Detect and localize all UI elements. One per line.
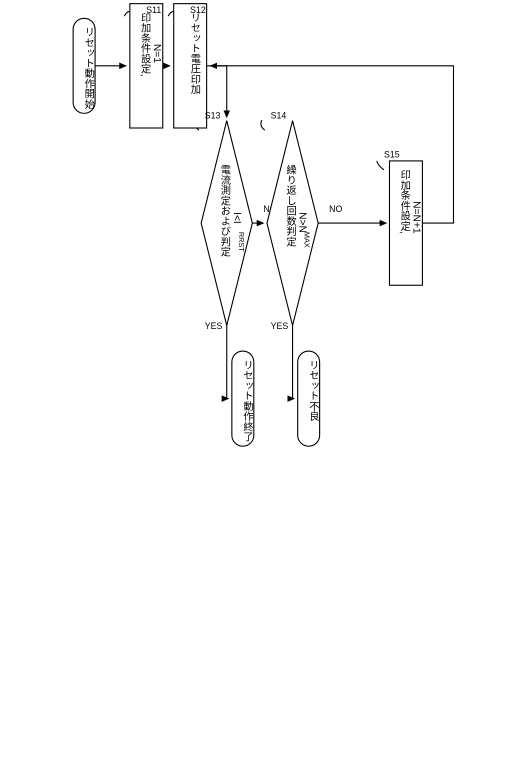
svg-text:S11: S11 [146, 5, 161, 15]
svg-text:S15: S15 [384, 149, 400, 159]
step-leader [261, 120, 265, 130]
svg-text:リセット動作開始: リセット動作開始 [82, 27, 94, 110]
svg-text:N=N+1: N=N+1 [411, 201, 422, 234]
svg-text:印加条件設定,: 印加条件設定, [398, 170, 410, 234]
svg-text:RRST: RRST [237, 232, 246, 252]
svg-text:N>N: N>N [297, 212, 308, 233]
svg-text:リセット動作終了: リセット動作終了 [241, 360, 253, 442]
svg-text:繰り返し回数判定: 繰り返し回数判定 [284, 164, 296, 248]
svg-text:リセット不良: リセット不良 [307, 360, 319, 422]
edge-s13-end_ok [227, 325, 228, 398]
svg-text:印加条件設定,: 印加条件設定, [139, 12, 151, 76]
svg-text:リセット電圧印加: リセット電圧印加 [188, 12, 200, 94]
edge-s14-end_ng [293, 325, 294, 398]
svg-text:YES: YES [271, 321, 289, 331]
flowchart-canvas: リセット動作開始印加条件設定,N=1S11リセット電圧印加S12電流測定および判… [0, 0, 512, 764]
svg-text:電流測定および判定: 電流測定および判定 [218, 165, 230, 258]
svg-text:I<I: I<I [231, 212, 242, 224]
svg-text:S12: S12 [190, 5, 206, 15]
svg-text:N=1: N=1 [151, 44, 162, 63]
svg-text:S14: S14 [271, 110, 287, 120]
svg-text:YES: YES [205, 321, 223, 331]
svg-text:MAX: MAX [303, 232, 312, 248]
svg-text:NO: NO [329, 204, 342, 214]
step-leader [377, 161, 384, 170]
svg-text:S13: S13 [205, 110, 221, 120]
edge-s12-s13 [206, 66, 226, 117]
